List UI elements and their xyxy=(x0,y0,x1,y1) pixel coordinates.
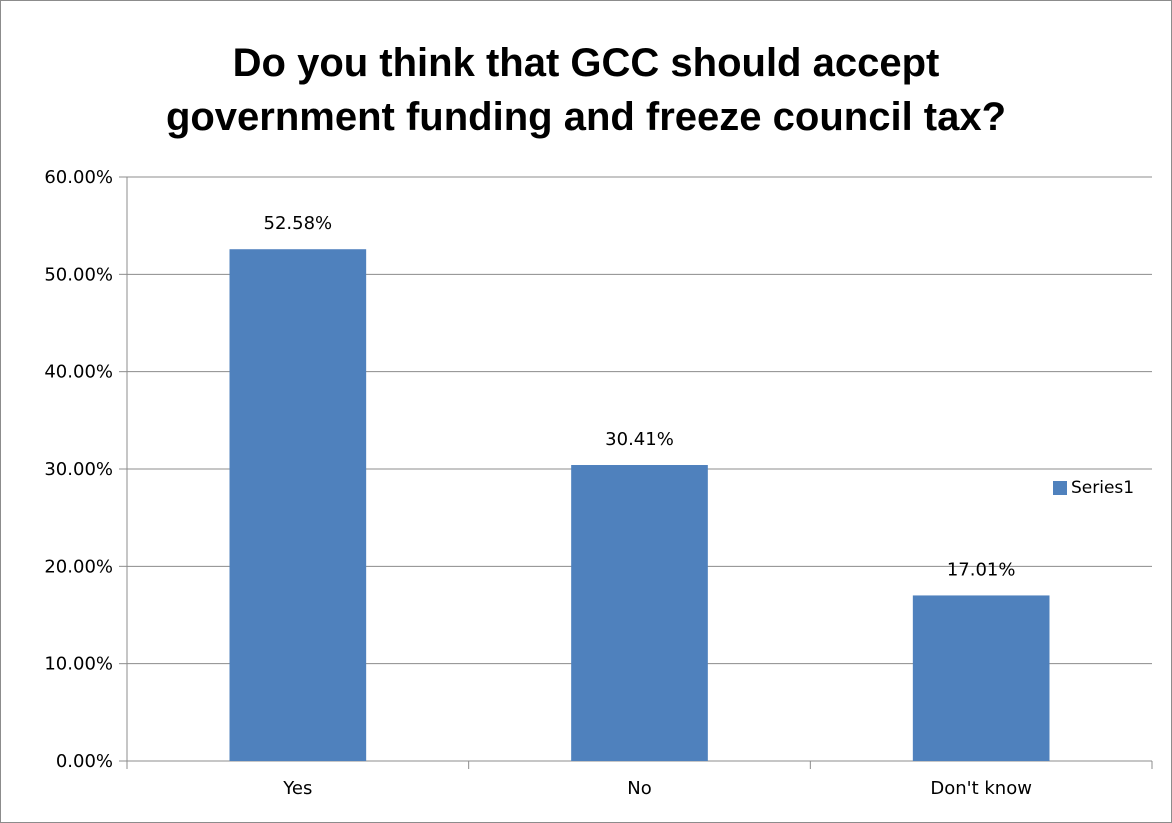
y-tick-label: 0.00% xyxy=(56,751,113,772)
data-label: 17.01% xyxy=(947,559,1016,580)
bar xyxy=(571,465,708,761)
y-tick-label: 20.00% xyxy=(44,556,113,577)
chart-title-line-2: government funding and freeze council ta… xyxy=(165,95,1007,139)
x-tick-label: Don't know xyxy=(930,778,1032,799)
chart-title: Do you think that GCC should accept gove… xyxy=(0,36,1172,144)
y-tick-label: 50.00% xyxy=(44,264,113,285)
bar xyxy=(912,595,1050,761)
y-tick-label: 10.00% xyxy=(44,654,113,675)
legend-label: Series1 xyxy=(1071,478,1135,498)
legend-swatch xyxy=(1053,481,1067,495)
x-tick-label: No xyxy=(627,778,651,799)
y-tick-label: 60.00% xyxy=(44,167,113,188)
bar xyxy=(229,249,367,762)
legend: Series1 xyxy=(1053,478,1134,498)
data-label: 30.41% xyxy=(605,429,674,450)
y-tick-label: 40.00% xyxy=(44,362,113,383)
data-label: 52.58% xyxy=(264,213,333,234)
y-tick-label: 30.00% xyxy=(44,459,113,480)
x-tick-label: Yes xyxy=(282,778,312,799)
chart-title-line-1: Do you think that GCC should accept xyxy=(232,41,940,85)
